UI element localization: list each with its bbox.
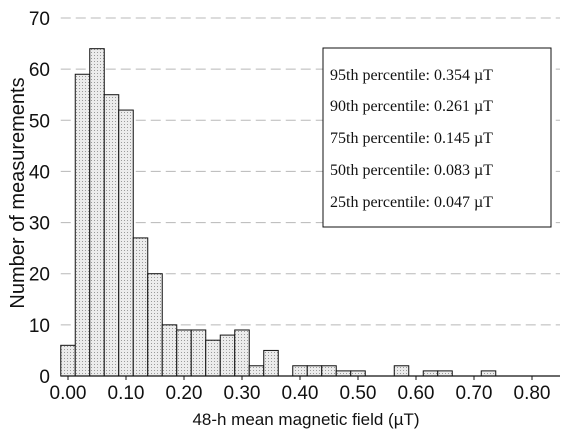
x-tick-labels: 0.00 0.10 0.20 0.30 0.40 0.50 0.60 0.70 0.80 [50,383,551,404]
y-tick-label-50: 50 [29,111,50,132]
histogram-bar-10 [205,339,221,377]
histogram-bar-24 [480,370,497,377]
x-tick-label-0.50: 0.50 [340,383,377,404]
legend-box [322,47,552,228]
histogram-bar-17 [306,365,323,377]
histogram-bar-11 [219,334,236,377]
legend-entry-50th: 50th percentile: 0.083 µT [330,162,493,179]
histogram-bar-0 [60,344,76,377]
histogram-bar-7 [161,324,178,377]
histogram-bar-21 [393,365,410,377]
histogram-bar-4 [118,109,134,377]
histogram-bar-1 [74,73,91,377]
histogram-bar-8 [176,329,192,377]
y-tick-label-40: 40 [29,162,50,183]
legend-entry-25th: 25th percentile: 0.047 µT [330,194,493,211]
y-axis-label: Number of measurements [7,77,29,308]
histogram-bar-18 [321,365,337,377]
histogram-bar-22 [422,370,439,377]
x-tick-label-0.40: 0.40 [282,383,319,404]
histogram-bar-3 [103,94,120,377]
x-tick-label-0.60: 0.60 [398,383,435,404]
histogram-bar-19 [335,370,352,377]
histogram-bar-2 [89,48,105,377]
legend-entry-75th: 75th percentile: 0.145 µT [330,130,493,147]
histogram-bar-16 [292,365,308,377]
x-tick-label-0.80: 0.80 [514,383,551,404]
histogram-bar-14 [263,349,279,377]
y-tick-label-30: 30 [29,214,50,235]
percentile-legend: 95th percentile: 0.354 µT 90th percentil… [322,47,552,228]
x-tick-label-0.30: 0.30 [224,383,261,404]
y-tick-label-20: 20 [29,265,50,286]
histogram-bar-13 [248,365,265,377]
y-tick-label-70: 70 [29,9,50,30]
axes [60,375,560,380]
y-tick-label-0: 0 [39,367,50,388]
histogram-bar-20 [350,370,366,377]
histogram-bar-6 [147,273,163,377]
histogram-bar-5 [132,237,149,377]
x-tick-label-0.00: 0.00 [50,383,87,404]
histogram-bar-12 [234,329,250,377]
x-tick-label-0.70: 0.70 [456,383,493,404]
y-tick-label-60: 60 [29,60,50,81]
x-tick-label-0.10: 0.10 [108,383,145,404]
legend-entry-95th: 95th percentile: 0.354 µT [330,67,493,84]
y-tick-labels: 0 10 20 30 40 50 60 70 [29,9,50,388]
histogram-bar-9 [190,329,207,377]
histogram-bar-23 [437,370,453,377]
histogram-bars [60,48,497,377]
x-axis-label: 48-h mean magnetic field (µT) [192,410,419,429]
x-tick-label-0.20: 0.20 [166,383,203,404]
y-tick-label-10: 10 [29,316,50,337]
legend-entry-90th: 90th percentile: 0.261 µT [330,98,493,115]
